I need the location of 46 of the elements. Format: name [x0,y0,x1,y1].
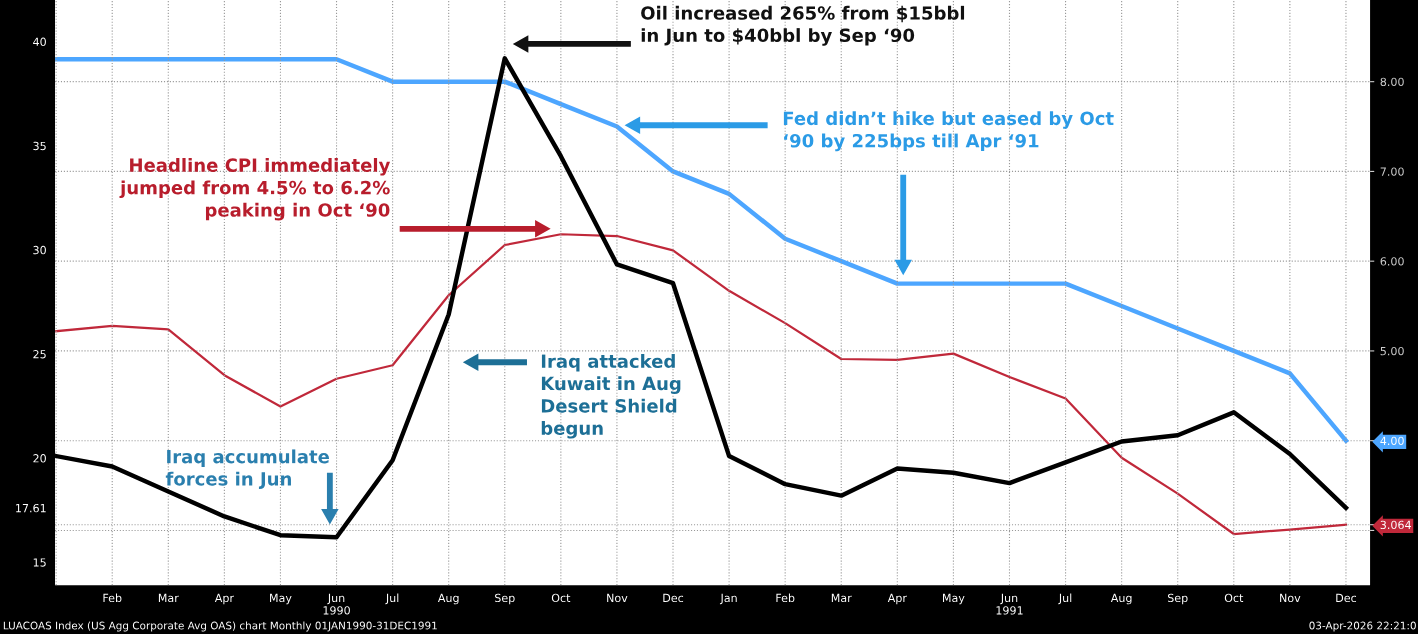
x-tick-label: Jan [719,593,737,605]
y2-tick-label: 6.00 [1380,257,1404,266]
y2-tick-label: 7.00 [1380,167,1404,176]
annotation: Iraq attacked Kuwait in Aug Desert Shield begun [541,354,681,439]
x-tick-label: Nov [1280,593,1301,603]
y-tick-label: 25 [33,350,46,359]
x-tick-label: Feb [103,593,122,603]
y2-tick-label: 3.064 [1380,520,1411,530]
text: LUACOAS Index (US Agg Corporate Avg OAS) chart Monthly 01JAN1990-31DEC1991 [3,621,437,632]
x-tick-label: Nov [607,593,628,603]
line-series [55,56,1349,540]
x-tick-label: Mar [831,593,852,603]
x-tick-label: Oct [1224,593,1244,603]
x-tick-label: Jun 1991 [996,593,1023,615]
x-tick-label: Feb [776,593,795,603]
x-tick-label: May [270,593,292,605]
y2-tick-label: 4.00 [1380,436,1404,446]
y2-tick-label: 8.00 [1380,77,1404,87]
x-tick-label: Apr [887,593,907,605]
x-tick-label: Jul [385,593,399,605]
y-tick-label: 40 [33,37,46,47]
x-tick-label: Sep [495,593,515,605]
x-tick-label: Apr [214,593,234,605]
annotation: Oil increased 265% from $15bbl in Jun to $40bbl by Sep ‘90 [641,5,965,46]
text: 03-Apr-2026 22:21:0 [1309,621,1416,632]
y-tick-label: 15 [33,558,46,567]
x-tick-label: Dec [1336,593,1357,603]
x-tick-label: Aug [437,593,459,605]
x-tick-label: May [943,593,965,605]
x-tick-label: Aug [1110,593,1132,605]
y-tick-label: 30 [33,245,46,255]
x-tick-label: Oct [551,593,571,603]
x-tick-label: Dec [663,593,684,603]
line-series [55,57,1349,443]
y-tick-label: 35 [33,141,46,151]
x-tick-label: Mar [158,593,179,603]
x-tick-label: Sep [1167,593,1188,605]
y2-tick-label: 5.00 [1380,346,1404,356]
y-tick-label: 17.61 [16,503,46,513]
annotation: Fed didn’t hike but eased by Oct ‘90 by 225bps till Apr ‘91 [783,111,1114,152]
annotation: Headline CPI immediately jumped from 4.5% to 6.2% peaking in Oct ‘90 [119,158,391,221]
line-series [55,233,1348,536]
x-tick-label: Jul [1058,593,1072,605]
y-tick-label: 20 [33,454,46,463]
annotation: Iraq accumulate forces in Jun [165,449,329,490]
x-tick-label: Jun 1990 [323,593,350,615]
